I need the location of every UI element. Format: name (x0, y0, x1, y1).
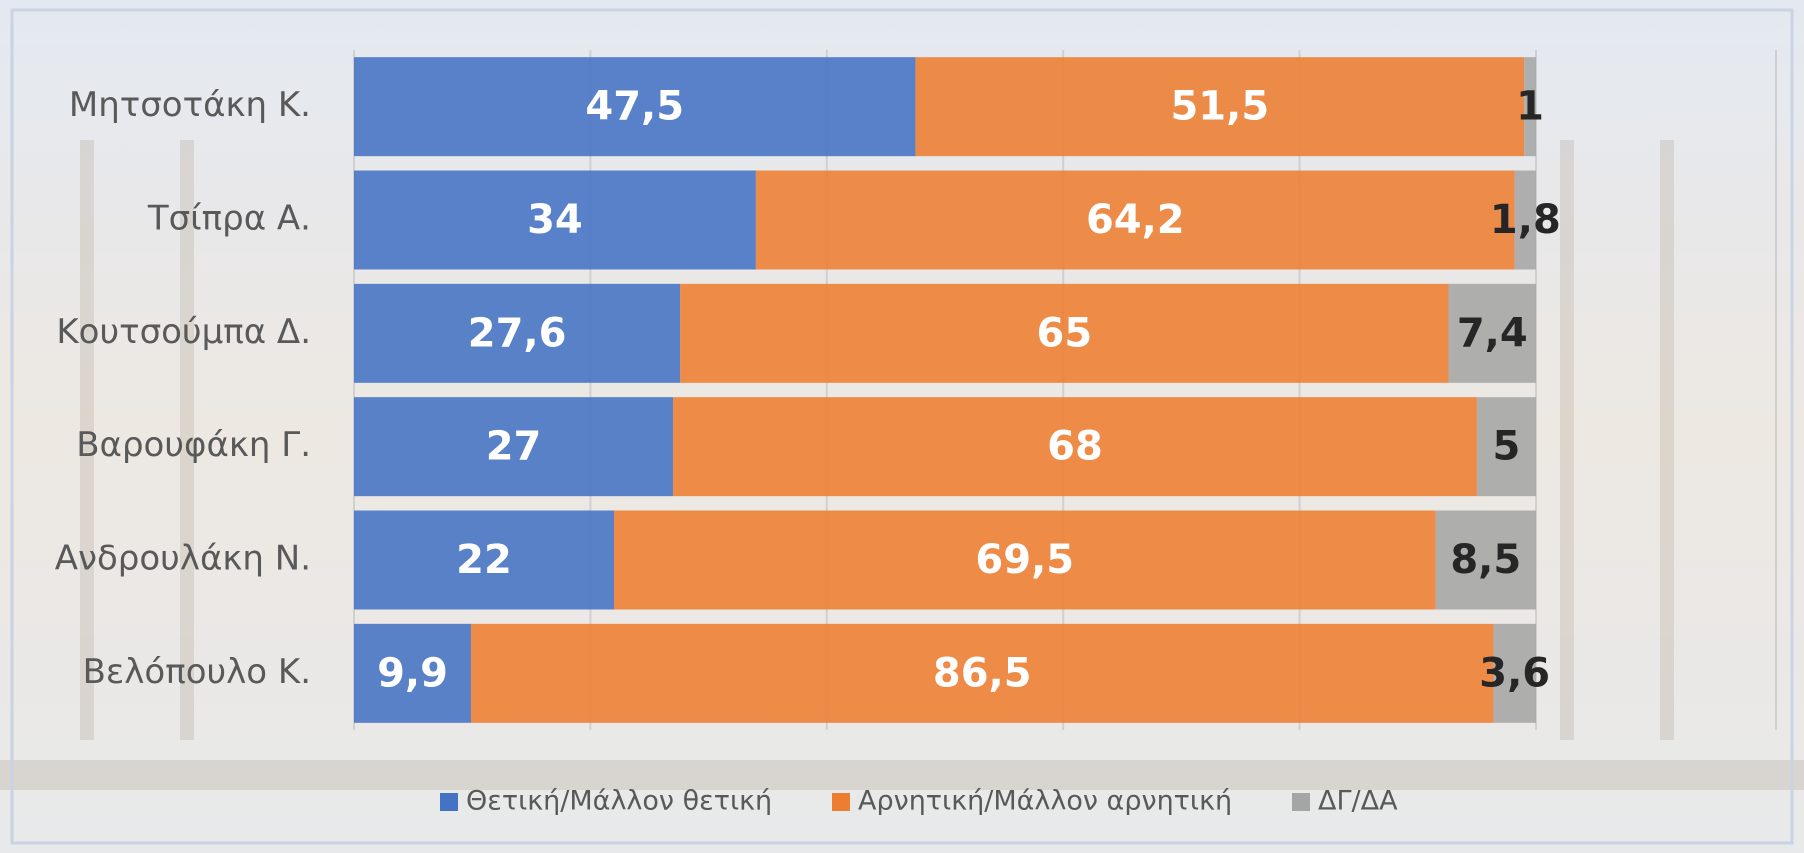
data-label: 27,6 (468, 310, 567, 356)
y-tick-label: Μητσοτάκη Κ. (69, 85, 311, 125)
data-label: 7,4 (1457, 310, 1528, 356)
data-label: 34 (527, 197, 583, 243)
legend-label: Θετική/Μάλλον θετική (466, 786, 772, 817)
data-label: 47,5 (585, 84, 684, 130)
data-label: 9,9 (377, 650, 448, 696)
y-tick-label: Κουτσούμπα Δ. (56, 312, 311, 352)
data-label: 22 (456, 537, 512, 583)
data-label: 5 (1493, 424, 1521, 470)
data-label: 1 (1516, 84, 1544, 130)
data-label: 86,5 (933, 650, 1032, 696)
chart: Μητσοτάκη Κ. 47,5 51,5 1 Τσίπρα Α. 34 64,2 1,8 Κ… (0, 0, 1804, 853)
y-tick-label: Τσίπρα Α. (147, 199, 311, 239)
data-label: 51,5 (1170, 84, 1269, 130)
legend-swatch (1292, 793, 1310, 811)
data-label: 65 (1037, 310, 1093, 356)
legend-swatch (440, 793, 458, 811)
data-label: 68 (1047, 424, 1103, 470)
data-label: 3,6 (1479, 650, 1550, 696)
legend-label: Αρνητική/Μάλλον αρνητική (858, 786, 1232, 817)
data-label: 69,5 (975, 537, 1074, 583)
legend-label: ΔΓ/ΔΑ (1318, 786, 1398, 817)
y-tick-label: Ανδρουλάκη Ν. (55, 539, 311, 579)
data-label: 8,5 (1450, 537, 1521, 583)
data-label: 1,8 (1490, 197, 1561, 243)
legend-swatch (832, 793, 850, 811)
y-tick-label: Βελόπουλο Κ. (83, 652, 311, 692)
data-label: 64,2 (1086, 197, 1185, 243)
y-tick-label: Βαρουφάκη Γ. (76, 425, 311, 465)
data-label: 27 (486, 424, 542, 470)
